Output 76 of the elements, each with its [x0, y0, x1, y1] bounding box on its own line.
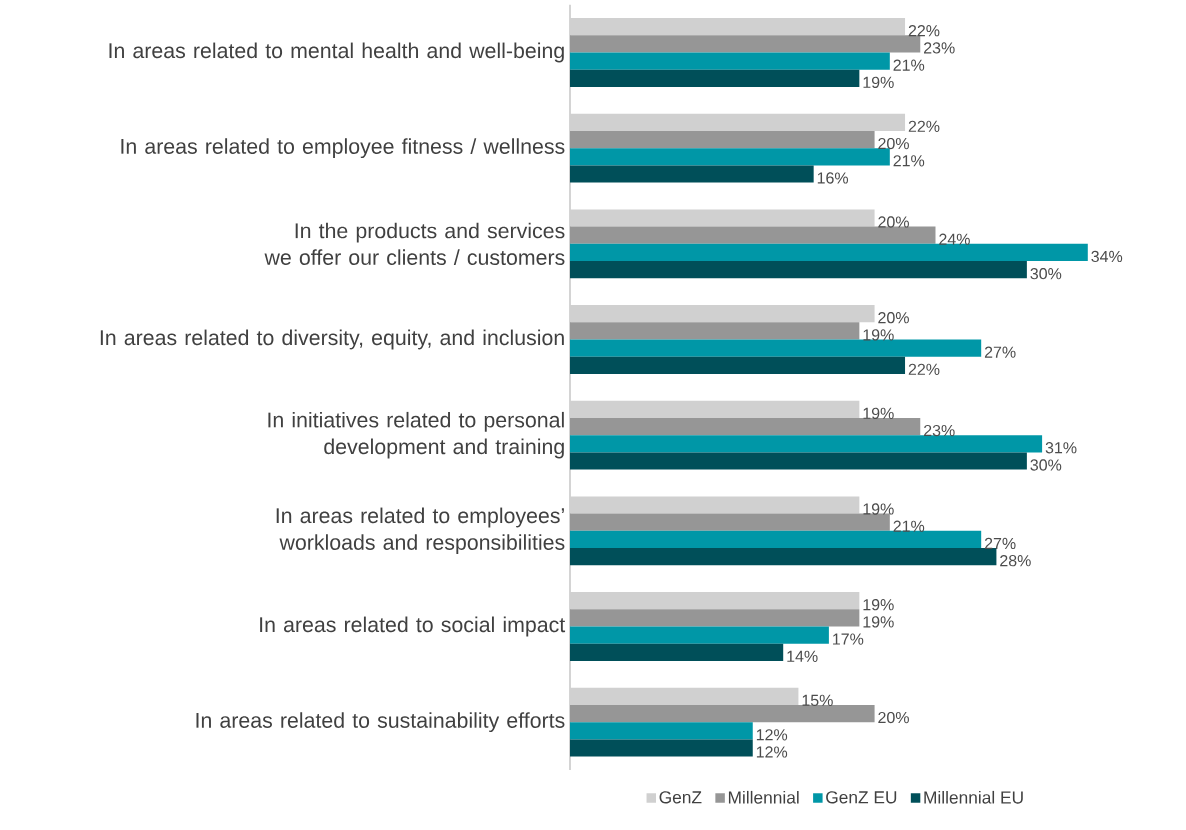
bar	[570, 722, 753, 740]
legend-label: GenZ EU	[826, 791, 897, 804]
legend-label: Millennial EU	[924, 790, 1023, 804]
legend-label: GenZ	[659, 791, 702, 804]
bar	[570, 417, 921, 436]
bar	[570, 69, 860, 87]
data-label: 21%	[893, 155, 925, 167]
bar	[570, 704, 875, 723]
data-label: 15%	[802, 694, 833, 706]
bar	[570, 18, 906, 36]
data-label: 22%	[908, 363, 940, 375]
y-tick-label: In areas related to employee fitness / wellness	[121, 138, 565, 159]
bar	[570, 435, 1043, 453]
data-label: 34%	[1091, 250, 1123, 263]
data-label: 20%	[878, 312, 909, 324]
y-tick-label: In areas related to diversity, equity, and inclusion	[100, 329, 564, 350]
legend-label: Millennial	[728, 790, 799, 804]
bar	[570, 592, 860, 610]
bar	[570, 609, 860, 627]
bar	[570, 130, 875, 149]
bar	[570, 243, 1088, 262]
data-label: 31%	[1045, 442, 1077, 454]
bar	[570, 687, 799, 705]
y-tick-label: In areas related to employees’ workloads and responsibilities	[276, 507, 565, 555]
y-tick-label: In initiatives related to personal development and training	[268, 411, 564, 459]
bar	[570, 52, 890, 70]
bar	[570, 548, 997, 566]
data-label: 16%	[817, 172, 849, 184]
bar	[570, 148, 890, 166]
bar	[570, 400, 860, 418]
data-label: 14%	[787, 650, 818, 662]
bar	[570, 165, 814, 183]
bar	[570, 209, 875, 227]
y-tick-label: In areas related to mental health and well-being	[109, 42, 564, 63]
bar	[570, 339, 982, 357]
bar	[570, 739, 753, 757]
data-label: 30%	[1030, 459, 1062, 471]
data-label: 12%	[756, 729, 788, 741]
y-tick-label: In areas related to sustainability efforts	[196, 712, 565, 733]
bar	[570, 626, 829, 644]
data-label: 20%	[878, 137, 909, 150]
data-label: 22%	[908, 25, 940, 37]
data-label: 30%	[1030, 268, 1062, 280]
data-label: 20%	[878, 216, 909, 228]
data-label: 21%	[893, 59, 925, 71]
data-label: 27%	[984, 346, 1016, 358]
bar	[570, 530, 982, 549]
data-label: 21%	[893, 520, 925, 532]
data-label: 19%	[863, 407, 894, 419]
bar	[570, 496, 860, 514]
data-label: 12%	[756, 746, 788, 758]
data-label: 28%	[1000, 555, 1031, 567]
y-tick-label: In areas related to social impact	[260, 616, 566, 637]
y-tick-label: In the products and services we offer our clients / customers	[264, 222, 565, 265]
bar	[570, 35, 921, 53]
data-label: 19%	[863, 503, 894, 515]
bar	[570, 261, 1027, 279]
bar	[570, 226, 936, 244]
data-label: 19%	[863, 599, 894, 611]
data-label: 23%	[924, 42, 955, 54]
bar	[570, 356, 906, 374]
data-label: 24%	[939, 233, 970, 245]
bar	[570, 113, 906, 131]
bar	[570, 305, 875, 323]
data-label: 19%	[863, 76, 894, 88]
bar	[570, 452, 1027, 470]
data-label: 22%	[908, 120, 940, 132]
data-label: 19%	[863, 329, 894, 341]
bar	[570, 513, 890, 531]
bar	[570, 322, 860, 340]
data-label: 19%	[863, 616, 894, 628]
bar	[570, 643, 784, 661]
data-label: 17%	[833, 633, 864, 645]
data-label: 27%	[984, 537, 1016, 550]
data-label: 20%	[878, 711, 909, 724]
data-label: 23%	[924, 424, 955, 437]
